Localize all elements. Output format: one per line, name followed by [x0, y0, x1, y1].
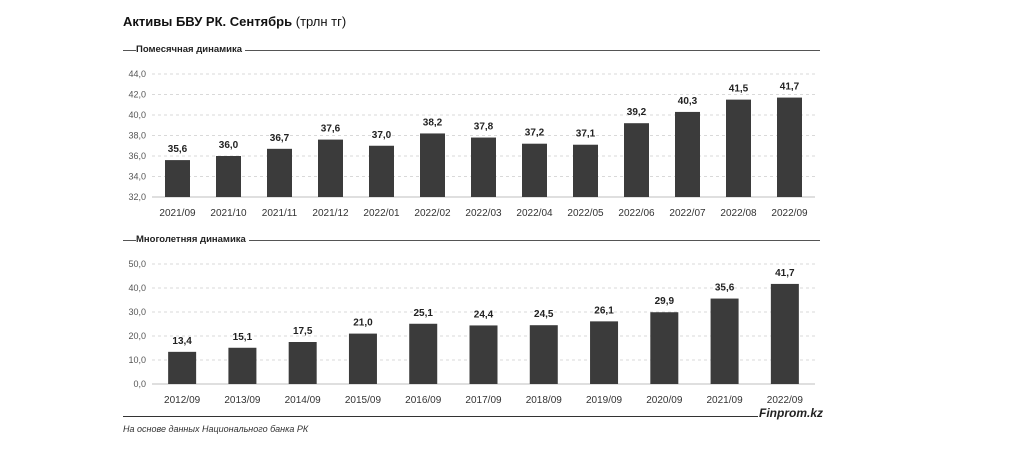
multiyear-data-label: 41,7: [775, 268, 795, 279]
monthly-bar: [624, 123, 649, 197]
monthly-data-label: 36,7: [270, 133, 290, 144]
multiyear-section-header: Многолетняя динамика: [123, 234, 820, 248]
multiyear-data-label: 17,5: [293, 326, 313, 337]
monthly-bar: [165, 160, 190, 197]
chart-title-main: Активы БВУ РК. Сентябрь: [123, 14, 293, 29]
monthly-y-tick-label: 38,0: [128, 131, 146, 141]
multiyear-bar: [348, 333, 377, 384]
multiyear-bar: [710, 298, 739, 384]
multiyear-bar: [770, 283, 799, 384]
multiyear-bar: [288, 342, 317, 384]
multiyear-bar: [409, 323, 438, 384]
monthly-bar: [369, 145, 394, 197]
monthly-bar: [318, 139, 343, 197]
multiyear-category-label: 2014/09: [285, 395, 322, 406]
monthly-y-tick-label: 32,0: [128, 192, 146, 202]
monthly-data-label: 37,6: [321, 124, 341, 135]
multiyear-data-label: 13,4: [172, 336, 192, 347]
multiyear-data-label: 21,0: [353, 318, 373, 329]
monthly-bar: [777, 97, 802, 197]
multiyear-section-title: Многолетняя динамика: [136, 234, 249, 245]
monthly-y-tick-label: 44,0: [128, 69, 146, 79]
multiyear-y-tick-label: 20,0: [128, 331, 146, 341]
monthly-data-label: 37,2: [525, 128, 545, 139]
monthly-data-label: 37,1: [576, 129, 596, 140]
monthly-y-tick-label: 34,0: [128, 172, 146, 182]
multiyear-category-label: 2016/09: [405, 395, 442, 406]
monthly-section-header: Помесячная динамика: [123, 44, 820, 58]
monthly-category-label: 2022/03: [465, 208, 502, 219]
multiyear-category-label: 2012/09: [164, 395, 201, 406]
monthly-category-label: 2021/12: [312, 208, 349, 219]
multiyear-category-label: 2020/09: [646, 395, 683, 406]
multiyear-y-tick-label: 50,0: [128, 259, 146, 269]
monthly-category-label: 2021/11: [262, 208, 298, 219]
multiyear-bar-chart: 0,0 10,0 20,0 30,0 40,0 50,0 13,4 2012/09 15,1 20…: [128, 259, 815, 406]
monthly-category-label: 2022/02: [414, 208, 451, 219]
multiyear-category-label: 2013/09: [224, 395, 261, 406]
monthly-y-tick-label: 40,0: [128, 110, 146, 120]
multiyear-category-label: 2021/09: [707, 395, 744, 406]
multiyear-data-label: 15,1: [233, 332, 253, 343]
multiyear-bar: [529, 325, 558, 384]
monthly-category-label: 2021/09: [159, 208, 196, 219]
monthly-section-rule: [123, 50, 820, 51]
monthly-category-label: 2022/08: [720, 208, 757, 219]
multiyear-category-label: 2015/09: [345, 395, 382, 406]
multiyear-data-label: 29,9: [655, 296, 675, 307]
monthly-category-label: 2021/10: [210, 208, 247, 219]
monthly-data-label: 37,0: [372, 130, 392, 141]
monthly-y-tick-label: 36,0: [128, 151, 146, 161]
monthly-y-tick-label: 42,0: [128, 90, 146, 100]
monthly-data-label: 39,2: [627, 107, 647, 118]
monthly-category-label: 2022/09: [771, 208, 808, 219]
multiyear-y-tick-label: 30,0: [128, 307, 146, 317]
monthly-category-label: 2022/01: [363, 208, 400, 219]
multiyear-y-tick-label: 0,0: [133, 379, 146, 389]
footer-rule: [123, 416, 758, 417]
multiyear-bar: [228, 347, 257, 384]
monthly-bar: [267, 148, 292, 197]
multiyear-bar: [168, 351, 197, 384]
brand-logo-text: Finprom.kz: [759, 406, 824, 420]
multiyear-category-label: 2019/09: [586, 395, 623, 406]
multiyear-y-tick-label: 10,0: [128, 355, 146, 365]
monthly-category-label: 2022/04: [516, 208, 553, 219]
monthly-data-label: 35,6: [168, 144, 188, 155]
monthly-category-label: 2022/05: [567, 208, 604, 219]
monthly-bar: [573, 144, 598, 197]
monthly-bar: [522, 143, 547, 197]
monthly-bar: [420, 133, 445, 197]
monthly-bar-chart: 32,0 34,0 36,0 38,0 40,0 42,0 44,0 35,6 2021/09 3…: [128, 69, 815, 219]
monthly-data-label: 41,7: [780, 82, 800, 93]
monthly-category-label: 2022/06: [618, 208, 655, 219]
monthly-bar: [726, 99, 751, 197]
monthly-bar: [675, 111, 700, 197]
monthly-data-label: 41,5: [729, 84, 749, 95]
multiyear-data-label: 35,6: [715, 283, 735, 294]
multiyear-y-tick-label: 40,0: [128, 283, 146, 293]
monthly-bar: [471, 137, 496, 197]
multiyear-data-label: 24,4: [474, 309, 494, 320]
monthly-section-title: Помесячная динамика: [136, 44, 246, 55]
chart-title-unit: (трлн тг): [295, 14, 347, 29]
source-note: На основе данных Национального банка РК: [123, 424, 309, 434]
multiyear-data-label: 25,1: [413, 308, 433, 319]
monthly-data-label: 36,0: [219, 140, 239, 151]
monthly-data-label: 37,8: [474, 122, 494, 133]
multiyear-category-label: 2022/09: [767, 395, 804, 406]
multiyear-data-label: 26,1: [594, 305, 614, 316]
monthly-bar: [216, 156, 241, 197]
multiyear-category-label: 2017/09: [465, 395, 502, 406]
chart-title: Активы БВУ РК. Сентябрь (трлн тг): [123, 14, 346, 29]
multiyear-bar: [469, 325, 498, 384]
monthly-data-label: 40,3: [678, 96, 698, 107]
multiyear-data-label: 24,5: [534, 309, 554, 320]
monthly-data-label: 38,2: [423, 117, 443, 128]
multiyear-bar: [650, 312, 679, 384]
multiyear-category-label: 2018/09: [526, 395, 563, 406]
multiyear-bar: [590, 321, 619, 384]
multiyear-section-rule: [123, 240, 820, 241]
monthly-category-label: 2022/07: [669, 208, 706, 219]
